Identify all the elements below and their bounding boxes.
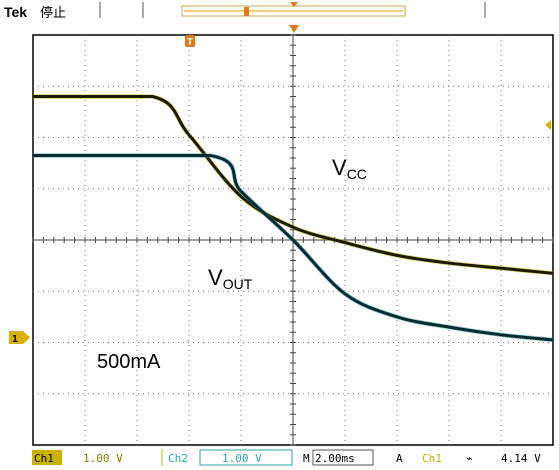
ch2-scale: 1.00 V [222, 452, 262, 465]
vout-label: VOUT [208, 265, 253, 292]
timebase-value: 2.00ms [315, 452, 355, 465]
trigger-mode: A [396, 452, 403, 465]
traces [33, 94, 554, 343]
plot-area [32, 34, 554, 446]
ch1-scale: 1.00 V [83, 452, 123, 465]
timebase-box [312, 449, 374, 466]
trigger-slope-icon: ⌁ [466, 452, 473, 465]
top-bar: Tek 停止 [4, 2, 486, 20]
vcc-label-subscript: CC [347, 166, 367, 182]
trigger-position-badge [185, 35, 195, 47]
timebase-tag: M [303, 452, 310, 465]
status-bar: Ch1 1.00 V Ch2 1.00 V M 2.00ms A Ch1 ⌁ 4… [32, 449, 541, 466]
trigger-center-icon [289, 25, 299, 33]
ch1-ground-badge [9, 331, 23, 344]
trigger-level: 4.14 V [501, 452, 541, 465]
ch1-tag-bg [32, 450, 62, 465]
vcc-label: VCC [332, 155, 367, 182]
ch1-ground-label: 1 [12, 334, 18, 345]
vcc-label-main: V [332, 155, 347, 180]
vout-label-subscript: OUT [223, 276, 253, 292]
trigger-level-icon [545, 120, 551, 130]
ch2-tag: Ch2 [168, 452, 188, 465]
trigger-position-marker: T [185, 35, 195, 48]
trigger-source: Ch1 [422, 452, 442, 465]
ch1-ground-marker: 1 [9, 331, 30, 345]
vcc-trace [33, 95, 554, 275]
acquisition-status: 停止 [40, 5, 66, 20]
brand-logo: Tek [4, 4, 27, 20]
vout-label-main: V [208, 265, 223, 290]
trigger-point-icon [290, 2, 298, 7]
ch1-tag: Ch1 [34, 452, 54, 465]
ch1-ground-arrow [23, 331, 30, 344]
load-current-label: 500mA [97, 351, 161, 373]
vout-trace [33, 153, 554, 342]
trigger-position-label: T [187, 37, 193, 48]
ch2-scale-box [199, 449, 293, 466]
record-window-marker [244, 7, 249, 16]
